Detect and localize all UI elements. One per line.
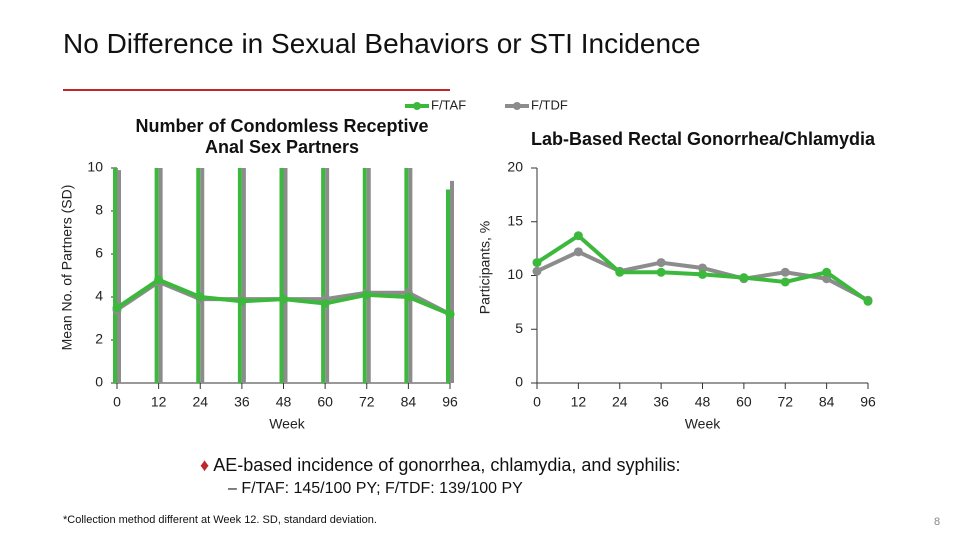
data-point: [532, 258, 542, 268]
data-point: [698, 263, 707, 273]
y-tick-label: 0: [515, 374, 523, 390]
data-point: [362, 288, 372, 298]
x-tick-label: 36: [234, 394, 250, 410]
y-tick-label: 2: [95, 331, 103, 347]
x-tick-label: 48: [276, 394, 292, 410]
y-tick-label: 10: [87, 159, 103, 175]
x-tick-label: 72: [359, 394, 375, 410]
data-point: [780, 267, 790, 277]
data-point: [863, 296, 873, 306]
y-tick-label: 4: [95, 288, 103, 304]
data-point: [445, 309, 455, 319]
sub-bullet: – F/TAF: 145/100 PY; F/TDF: 139/100 PY: [228, 480, 523, 497]
series-line: [535, 233, 870, 303]
data-point: [615, 266, 625, 276]
x-tick-label: 12: [151, 394, 167, 410]
x-tick-label: 60: [317, 394, 333, 410]
data-point: [656, 267, 666, 277]
data-point: [362, 290, 372, 300]
y-tick-label: 6: [95, 245, 103, 261]
bullet-text: AE-based incidence of gonorrhea, chlamyd…: [213, 455, 681, 475]
data-point: [445, 309, 455, 319]
chart-title: Lab-Based Rectal Gonorrhea/Chlamydia: [530, 129, 876, 149]
data-point: [822, 267, 832, 277]
data-point: [237, 296, 247, 306]
x-tick-label: 84: [401, 394, 417, 410]
data-point: [279, 294, 288, 304]
legend-marker: [513, 102, 521, 110]
data-point: [532, 266, 542, 276]
legend-label: F/TDF: [531, 97, 568, 112]
x-axis-label: Week: [685, 416, 722, 432]
data-point: [279, 294, 288, 304]
data-point: [237, 294, 247, 304]
x-tick-label: 96: [860, 394, 876, 410]
y-tick-label: 8: [95, 202, 103, 218]
data-point: [112, 305, 122, 315]
legend-marker: [413, 102, 421, 110]
bullet-icon: ♦: [200, 455, 210, 475]
data-point: [780, 277, 790, 287]
data-point: [656, 258, 666, 268]
data-point: [863, 295, 873, 305]
x-tick-label: 84: [819, 394, 835, 410]
data-point: [320, 294, 330, 304]
x-tick-label: 24: [192, 394, 208, 410]
data-point: [573, 231, 583, 241]
data-point: [195, 292, 205, 302]
data-point: [615, 267, 625, 277]
data-point: [573, 247, 583, 257]
y-axis-label: Mean No. of Partners (SD): [59, 185, 75, 351]
data-point: [739, 274, 749, 284]
series-line: [115, 279, 451, 316]
series-line: [536, 249, 869, 302]
data-point: [320, 298, 330, 308]
x-axis-label: Week: [269, 416, 306, 432]
data-point: [403, 288, 413, 298]
x-tick-label: 0: [113, 394, 121, 410]
data-point: [739, 273, 749, 283]
slide-title: No Difference in Sexual Behaviors or STI…: [63, 28, 701, 59]
data-point: [822, 274, 832, 284]
footnote: *Collection method different at Week 12.…: [63, 514, 377, 526]
data-point: [154, 277, 164, 287]
x-tick-label: 36: [653, 394, 669, 410]
plot-area: [113, 168, 454, 383]
y-tick-label: 10: [507, 266, 523, 282]
x-tick-label: 24: [612, 394, 628, 410]
data-point: [112, 303, 122, 313]
legend-label: F/TAF: [431, 97, 466, 112]
x-tick-label: 96: [442, 394, 458, 410]
y-tick-label: 15: [507, 212, 523, 228]
x-tick-label: 0: [533, 394, 541, 410]
y-axis-label: Participants, %: [477, 221, 493, 314]
x-tick-label: 72: [777, 394, 793, 410]
bullet: ♦ AE-based incidence of gonorrhea, chlam…: [200, 455, 680, 476]
page-number: 8: [934, 516, 941, 528]
y-tick-label: 5: [515, 320, 523, 336]
x-tick-label: 48: [695, 394, 711, 410]
data-point: [698, 269, 707, 279]
x-tick-label: 60: [736, 394, 752, 410]
sub-bullet-text: F/TAF: 145/100 PY; F/TDF: 139/100 PY: [241, 480, 523, 497]
x-tick-label: 12: [571, 394, 587, 410]
data-point: [403, 292, 413, 302]
data-point: [154, 275, 164, 285]
series-line: [115, 277, 451, 317]
chart-title: Number of Condomless Receptive Anal Sex …: [135, 116, 429, 157]
y-tick-label: 0: [95, 374, 103, 390]
data-point: [195, 294, 205, 304]
y-tick-label: 20: [507, 159, 523, 175]
